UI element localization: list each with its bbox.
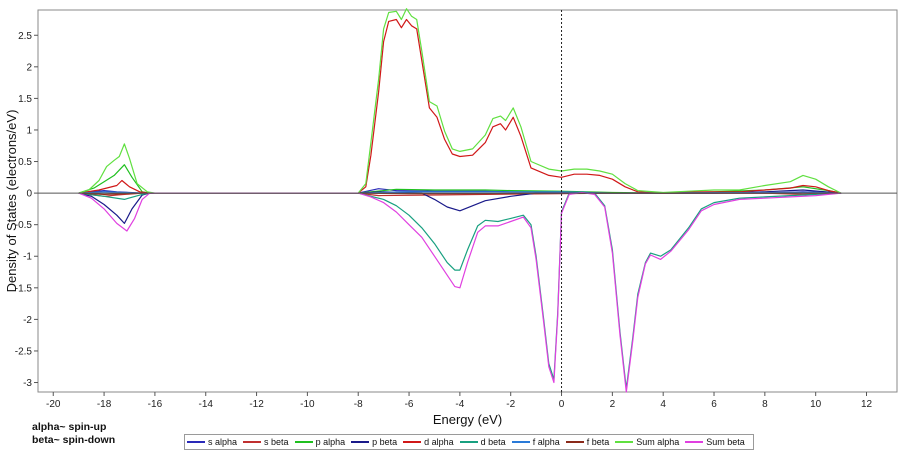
legend-item-p-alpha: p alpha <box>294 437 346 447</box>
legend-swatch <box>511 441 530 443</box>
y-tick-label: 2.5 <box>18 31 32 42</box>
plot-area <box>37 9 898 393</box>
x-tick-label: 8 <box>762 399 768 410</box>
x-tick-label: -18 <box>97 399 112 410</box>
legend-label: Sum beta <box>706 437 745 447</box>
legend-item-d-beta: d beta <box>459 437 506 447</box>
x-tick-label: -6 <box>405 399 414 410</box>
x-tick-label: 4 <box>660 399 666 410</box>
legend-label: f alpha <box>532 437 560 447</box>
legend-label: d beta <box>480 437 506 447</box>
x-tick-label: 6 <box>711 399 717 410</box>
legend-swatch <box>187 441 205 443</box>
x-tick-label: 10 <box>810 399 822 410</box>
y-tick-label: -2.5 <box>15 346 33 357</box>
legend-item-f-beta: f beta <box>565 437 610 447</box>
y-tick-label: -1 <box>23 252 32 263</box>
legend-swatch <box>685 441 704 443</box>
y-tick-label: 1.5 <box>18 94 32 105</box>
legend-item-p-beta: p beta <box>351 437 397 447</box>
legend-label: p alpha <box>315 437 346 447</box>
y-tick-label: 2 <box>26 62 32 73</box>
legend-item-f-alpha: f alpha <box>511 437 560 447</box>
series-line-sum-beta <box>78 191 842 393</box>
legend-label: s alpha <box>208 437 238 447</box>
y-tick-label: -2 <box>23 315 32 326</box>
y-tick-label: 0 <box>26 189 32 200</box>
x-tick-label: -12 <box>249 399 264 410</box>
legend: s alpha s beta p alpha p beta d alpha d beta f… <box>184 434 754 450</box>
legend-label: p beta <box>372 437 398 447</box>
spin-down-note: beta~ spin-down <box>32 434 116 446</box>
x-tick-label: -2 <box>506 399 515 410</box>
legend-swatch <box>243 441 262 443</box>
y-tick-label: -1.5 <box>15 283 33 294</box>
x-axis: -20 -18 -16 -14 -12 -10 -8 -6 -4 -2 0 2 4 6 8 10 12 <box>46 392 873 410</box>
x-tick-label: 12 <box>861 399 873 410</box>
x-tick-label: -20 <box>46 399 61 410</box>
y-axis: -3 -2.5 -2 -1.5 -1 -0.5 0 0.5 1 1.5 2 2.5 <box>15 31 38 389</box>
legend-swatch <box>403 441 422 443</box>
y-tick-label: 1 <box>26 125 32 136</box>
legend-label: d alpha <box>424 437 454 447</box>
x-tick-label: -4 <box>455 399 464 410</box>
legend-swatch <box>615 441 634 443</box>
legend-item-sum-beta: Sum beta <box>685 437 745 447</box>
series-line-sum-alpha <box>78 8 842 194</box>
y-tick-label: -3 <box>23 378 32 389</box>
legend-item-s-alpha: s alpha <box>187 437 237 447</box>
legend-swatch <box>351 441 370 443</box>
spin-up-note: alpha~ spin-up <box>32 421 107 433</box>
y-tick-label: 0.5 <box>18 157 32 168</box>
legend-swatch <box>565 441 584 443</box>
x-axis-title: Energy (eV) <box>433 412 502 427</box>
y-axis-title: Density of States (electrons/eV) <box>4 110 19 293</box>
x-tick-label: -8 <box>354 399 363 410</box>
legend-label: s beta <box>264 437 289 447</box>
legend-item-sum-alpha: Sum alpha <box>615 437 679 447</box>
x-tick-label: 2 <box>610 399 616 410</box>
legend-item-s-beta: s beta <box>243 437 289 447</box>
x-tick-label: 0 <box>559 399 565 410</box>
y-tick-label: -0.5 <box>15 220 33 231</box>
legend-item-d-alpha: d alpha <box>403 437 454 447</box>
x-tick-label: -16 <box>148 399 163 410</box>
legend-label: Sum alpha <box>636 437 680 447</box>
legend-swatch <box>459 441 478 443</box>
x-tick-label: -10 <box>300 399 315 410</box>
x-tick-label: -14 <box>199 399 214 410</box>
legend-swatch <box>294 441 313 443</box>
legend-label: f beta <box>586 437 610 447</box>
